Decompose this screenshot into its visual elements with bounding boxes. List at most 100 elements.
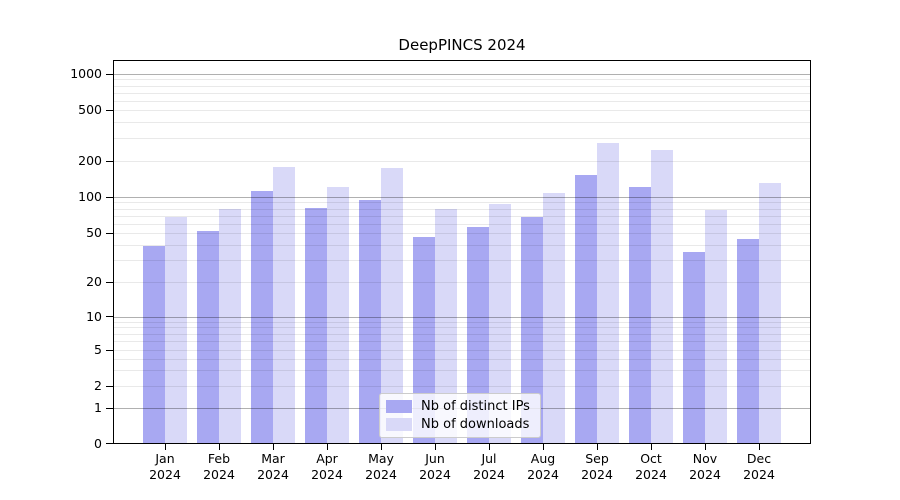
gridline-minor-700	[114, 92, 810, 94]
gridline-minor-6	[114, 341, 810, 343]
bar-downloads-jul	[489, 204, 511, 443]
x-tick-mark-aug	[542, 443, 544, 450]
x-tick-month: Dec	[746, 450, 772, 466]
y-axis-tick-label: 0	[94, 435, 102, 451]
gridline-minor-80	[114, 208, 810, 210]
x-tick-mark-nov	[704, 443, 706, 450]
x-axis-tick-label: Nov 2024	[678, 451, 732, 483]
y-axis-tick-label: 500	[78, 102, 102, 117]
y-tick-mark-50	[106, 232, 113, 234]
bar-downloads-apr	[327, 187, 349, 443]
x-tick-year: 2024	[149, 466, 181, 482]
gridline-minor-70	[114, 215, 810, 217]
bar-downloads-sep	[597, 142, 619, 443]
x-axis-tick-label: Dec 2024	[732, 451, 786, 483]
gridline-20	[114, 282, 810, 283]
x-tick-year: 2024	[527, 466, 559, 482]
x-tick-month: May	[368, 450, 394, 466]
x-tick-mark-jan	[164, 443, 166, 450]
y-tick-mark-10	[106, 316, 113, 317]
x-axis-tick-label: Jan 2024	[138, 451, 192, 483]
y-axis-tick-label: 1000	[70, 66, 102, 81]
bar-downloads-may	[381, 168, 403, 443]
x-tick-mark-jun	[434, 443, 436, 450]
bar-distinct-ips-apr	[305, 208, 327, 443]
x-tick-mark-jul	[488, 443, 490, 450]
x-tick-year: 2024	[635, 466, 667, 482]
legend-label-distinct-ips: Nb of distinct IPs	[421, 399, 530, 414]
legend-item-downloads: Nb of downloads	[386, 417, 530, 432]
x-tick-month: Aug	[530, 450, 556, 466]
x-tick-mark-sep	[596, 443, 598, 450]
gridline-500	[114, 110, 810, 111]
bar-distinct-ips-jun	[413, 236, 435, 443]
gridline-minor-300	[114, 138, 810, 140]
x-tick-year: 2024	[419, 466, 451, 482]
x-tick-month: Sep	[585, 450, 609, 466]
gridline-minor-40	[114, 244, 810, 246]
x-tick-year: 2024	[473, 466, 505, 482]
x-tick-month: Nov	[692, 450, 718, 466]
gridline-minor-30	[114, 260, 810, 262]
x-axis-tick-label: Apr 2024	[300, 451, 354, 483]
bar-distinct-ips-oct	[629, 186, 651, 443]
legend-item-distinct-ips: Nb of distinct IPs	[386, 399, 530, 414]
x-tick-mark-feb	[218, 443, 220, 450]
bar-downloads-oct	[651, 149, 673, 443]
y-tick-mark-100	[106, 196, 113, 198]
gridline-minor-60	[114, 223, 810, 225]
bar-downloads-jun	[435, 209, 457, 443]
bar-downloads-dec	[759, 183, 781, 443]
legend: Nb of distinct IPs Nb of downloads	[379, 393, 541, 438]
y-tick-mark-0	[106, 443, 113, 444]
x-tick-year: 2024	[689, 466, 721, 482]
x-axis-tick-label: Feb 2024	[192, 451, 246, 483]
y-tick-mark-200	[106, 160, 113, 162]
x-axis-tick-label: Jul 2024	[462, 451, 516, 483]
gridline-minor-900	[114, 79, 810, 81]
gridline-2	[114, 386, 810, 387]
y-tick-mark-1000	[106, 73, 113, 75]
gridline-major-10	[114, 316, 810, 318]
x-axis-tick-label: Jun 2024	[408, 451, 462, 483]
y-axis-tick-label: 10	[86, 308, 102, 324]
gridline-200	[114, 161, 810, 162]
y-axis-tick-label: 20	[86, 274, 102, 289]
x-tick-year: 2024	[311, 466, 343, 482]
x-tick-year: 2024	[581, 466, 613, 482]
gridline-minor-400	[114, 122, 810, 124]
chart-title: DeepPINCS 2024	[398, 36, 526, 54]
bar-distinct-ips-sep	[575, 175, 597, 443]
bar-downloads-jan	[165, 216, 187, 443]
gridline-minor-3	[114, 370, 810, 372]
bar-distinct-ips-nov	[683, 251, 705, 443]
legend-swatch-downloads	[386, 418, 412, 431]
bar-distinct-ips-jul	[467, 226, 489, 443]
x-axis-tick-label: Mar 2024	[246, 451, 300, 483]
y-tick-mark-5	[106, 349, 113, 351]
bar-distinct-ips-feb	[197, 231, 219, 443]
x-tick-month: Oct	[640, 450, 662, 466]
bar-distinct-ips-dec	[737, 239, 759, 443]
gridline-minor-600	[114, 100, 810, 102]
y-axis-tick-label: 1	[94, 400, 102, 415]
bar-downloads-feb	[219, 209, 241, 443]
bar-downloads-nov	[705, 210, 727, 443]
bar-downloads-mar	[273, 167, 295, 443]
y-axis-tick-label: 50	[86, 225, 102, 240]
x-tick-month: Jan	[155, 450, 175, 466]
plot-area	[113, 60, 811, 444]
bar-distinct-ips-jan	[143, 245, 165, 443]
y-axis-tick-label: 200	[78, 153, 102, 168]
x-tick-year: 2024	[257, 466, 289, 482]
y-axis-tick-label: 100	[78, 189, 102, 204]
x-tick-year: 2024	[365, 466, 397, 482]
gridline-minor-7	[114, 333, 810, 335]
bar-distinct-ips-mar	[251, 190, 273, 443]
x-tick-month: Jun	[425, 450, 445, 466]
gridline-minor-9	[114, 321, 810, 323]
x-tick-mark-may	[380, 443, 382, 450]
x-tick-mark-dec	[758, 443, 760, 450]
x-tick-mark-apr	[326, 443, 328, 450]
y-tick-mark-500	[106, 109, 113, 111]
